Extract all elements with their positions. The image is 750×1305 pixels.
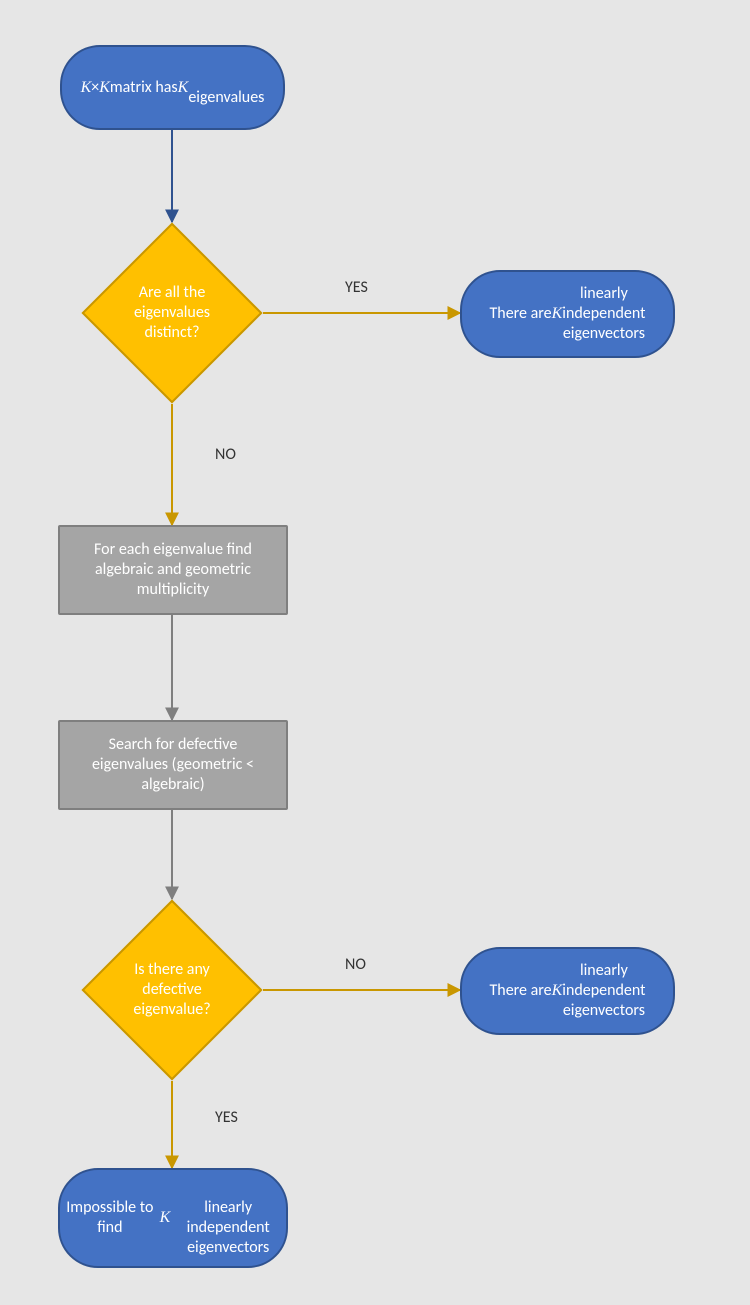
edge-label-e6: NO (345, 955, 366, 974)
terminal-start: K × K matrix has Keigenvalues (60, 45, 285, 130)
decision-dec1: Are all theeigenvaluesdistinct? (108, 249, 236, 377)
terminal-res1: There are K linearlyindependenteigenvect… (460, 270, 675, 358)
edge-label-e7: YES (215, 1108, 238, 1127)
decision-label: Are all theeigenvaluesdistinct? (108, 249, 236, 377)
edges-layer (0, 0, 750, 1305)
flowchart-canvas: K × K matrix has Keigenvalues Are all the… (0, 0, 750, 1305)
terminal-res2: There are K linearlyindependenteigenvect… (460, 947, 675, 1035)
edge-label-e2: YES (345, 278, 368, 297)
decision-label: Is there anydefectiveeigenvalue? (108, 926, 236, 1054)
decision-dec2: Is there anydefectiveeigenvalue? (108, 926, 236, 1054)
edge-label-e3: NO (215, 445, 236, 464)
process-proc1: For each eigenvalue findalgebraic and ge… (58, 525, 288, 615)
terminal-end: Impossible to find Klinearly independent… (58, 1168, 288, 1268)
process-proc2: Search for defectiveeigenvalues (geometr… (58, 720, 288, 810)
